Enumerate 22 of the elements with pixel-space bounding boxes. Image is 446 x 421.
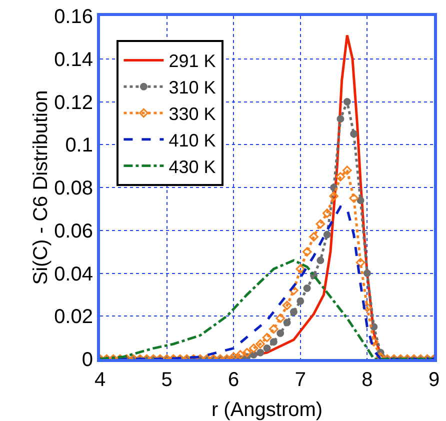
legend-label: 410 K [168,130,216,150]
x-axis-title: r (Angstrom) [211,399,323,421]
y-tick-label: 0.12 [54,92,93,114]
x-tick-label: 5 [161,369,172,391]
legend-label: 330 K [168,104,216,124]
y-tick-label: 0.02 [54,306,93,328]
y-tick-label: 0.1 [65,134,93,157]
legend-label: 291 K [168,51,216,72]
y-tick-label: 0.16 [54,6,93,28]
x-tick-label: 7 [294,369,306,391]
y-tick-label: 0.14 [54,48,93,71]
x-tick-label: 9 [428,369,440,391]
y-tick-label: 0 [82,349,93,371]
y-tick-label: 0.08 [54,178,93,200]
x-tick-label: 6 [228,369,240,391]
y-tick-label: 0.04 [54,263,93,286]
legend-label: 310 K [168,78,216,98]
x-tick-label: 4 [94,369,106,391]
y-axis-title: Si(C) - C6 Distribution [30,90,52,285]
legend-label: 430 K [168,156,216,177]
x-tick-label: 8 [362,369,373,391]
y-tick-label: 0.06 [54,220,93,242]
